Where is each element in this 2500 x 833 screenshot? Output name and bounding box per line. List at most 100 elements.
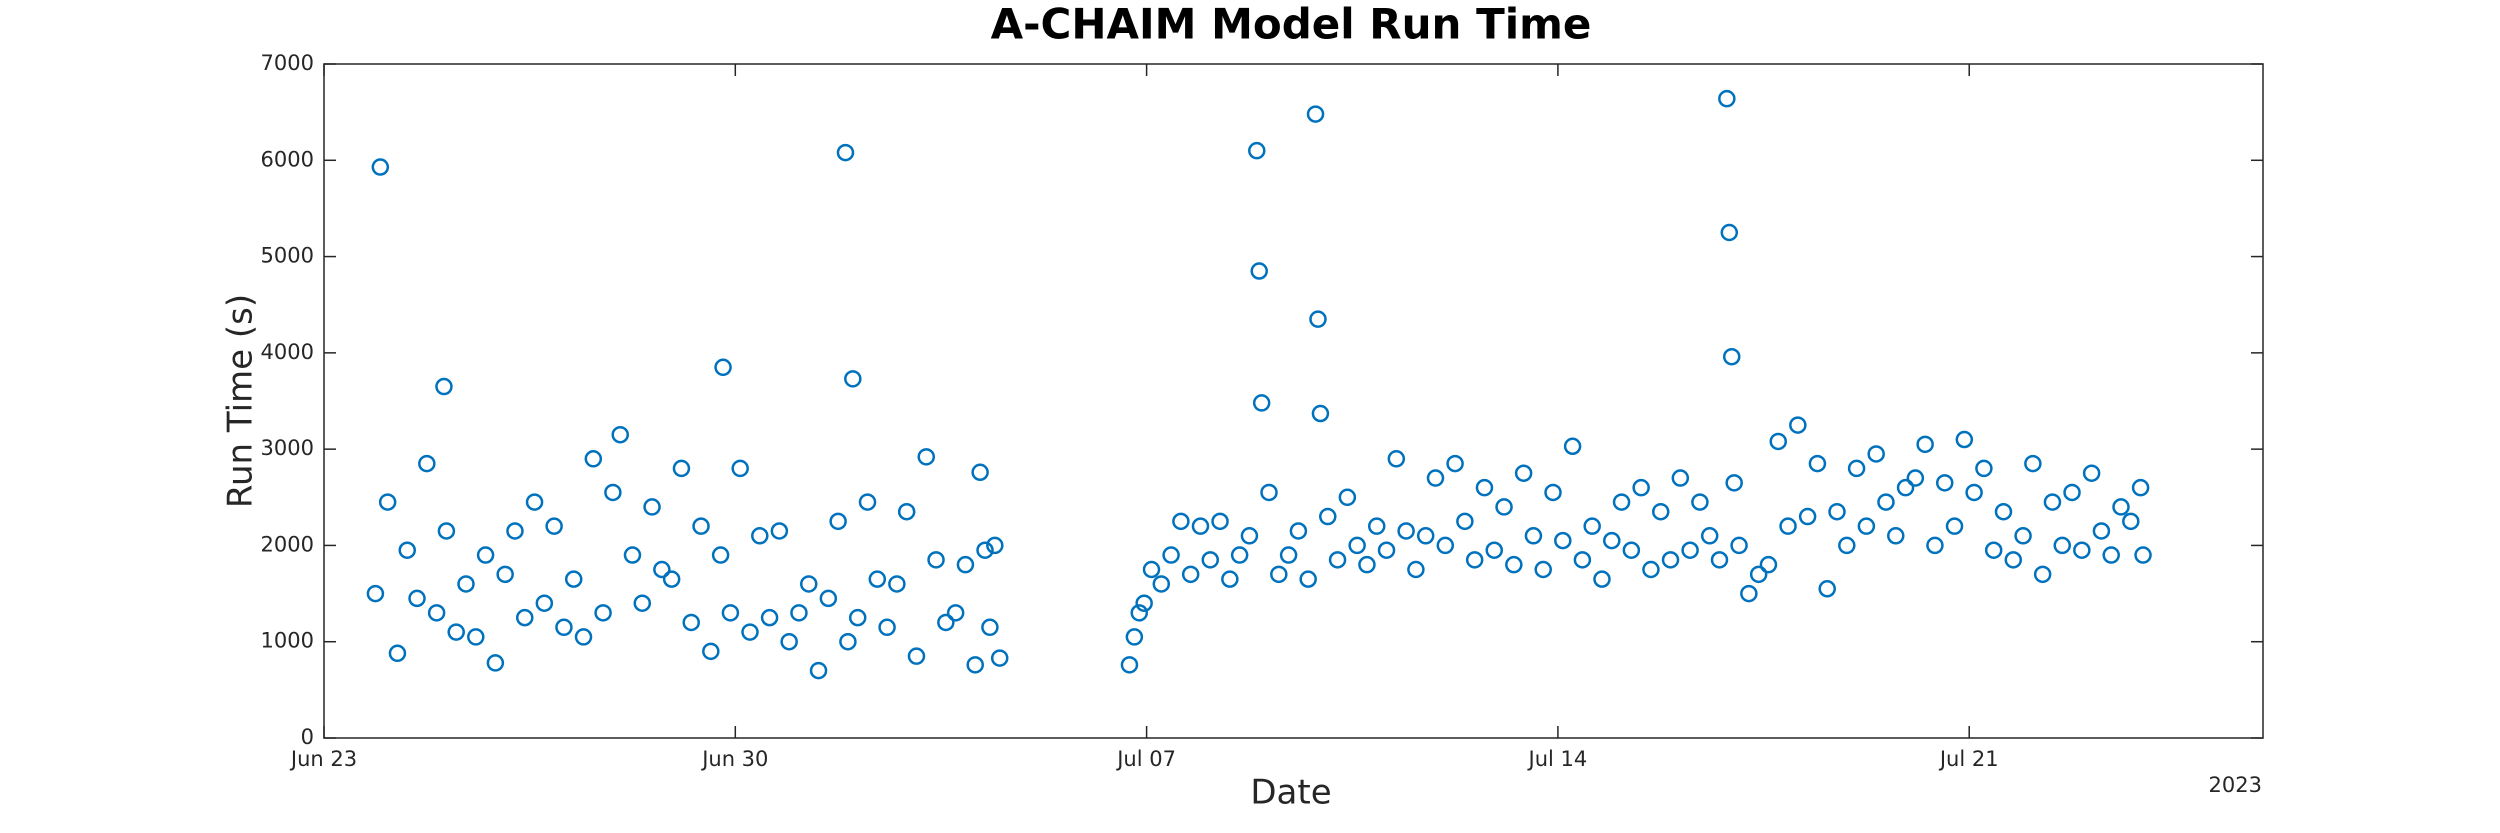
data-point: [555, 618, 573, 637]
data-point: [1671, 469, 1690, 487]
data-point: [2134, 546, 2152, 564]
data-point: [1945, 517, 1964, 535]
data-point: [907, 647, 926, 665]
data-point: [917, 448, 936, 466]
data-point: [844, 370, 862, 388]
x-axis-label: Date: [1250, 773, 1331, 813]
data-point: [1593, 570, 1611, 588]
data-point: [2004, 551, 2023, 569]
data-point: [2102, 546, 2120, 564]
data-point: [2053, 536, 2071, 555]
data-point: [633, 594, 652, 612]
data-point: [653, 560, 671, 579]
data-point: [1642, 560, 1660, 579]
data-point: [1260, 483, 1278, 502]
data-point: [1252, 394, 1271, 412]
data-point: [2024, 454, 2042, 473]
data-point: [418, 454, 436, 473]
data-point: [1749, 565, 1768, 584]
y-axis-label: Run Time (s): [221, 294, 261, 508]
data-point: [1181, 565, 1200, 584]
data-point: [829, 512, 847, 531]
data-point: [408, 589, 426, 608]
data-point: [1446, 454, 1464, 473]
data-point: [1279, 546, 1298, 564]
data-point: [751, 527, 769, 545]
data-point: [1965, 483, 1983, 502]
data-point: [1955, 430, 1974, 449]
data-point: [1926, 536, 1944, 555]
data-point: [1544, 483, 1562, 502]
data-point: [1191, 517, 1210, 535]
data-point: [378, 493, 397, 511]
data-point: [1563, 437, 1582, 456]
data-point: [800, 575, 818, 593]
data-point: [1759, 555, 1778, 574]
data-point: [574, 628, 593, 646]
data-point: [1465, 551, 1484, 569]
data-point: [839, 632, 857, 651]
data-point: [927, 551, 945, 569]
y-tick-label: 6000: [261, 147, 314, 171]
data-point: [1426, 469, 1445, 487]
data-point: [545, 517, 563, 535]
data-point: [2122, 512, 2140, 531]
data-point: [371, 158, 390, 176]
data-point: [435, 377, 453, 396]
y-tick-label: 7000: [261, 51, 314, 75]
data-point: [2092, 522, 2111, 540]
data-point: [1201, 551, 1220, 569]
data-point: [1407, 560, 1425, 579]
data-point: [1896, 478, 1915, 497]
x-tick-label: Jul 21: [1938, 747, 1999, 771]
data-point: [1250, 262, 1268, 280]
data-point: [611, 425, 629, 444]
data-point: [594, 604, 612, 622]
data-point: [848, 608, 867, 627]
data-point: [1994, 502, 2013, 521]
data-point: [1319, 507, 1337, 526]
data-point: [1456, 512, 1474, 531]
data-point: [457, 575, 475, 593]
data-point: [2073, 541, 2091, 559]
data-point: [888, 575, 906, 593]
data-point: [2033, 565, 2052, 584]
data-point: [692, 517, 710, 535]
data-point: [1505, 555, 1523, 574]
y-tick-label: 1000: [261, 629, 314, 653]
data-point: [946, 604, 965, 622]
data-point: [1299, 570, 1317, 588]
data-point: [1906, 469, 1925, 487]
data-point: [1935, 474, 1954, 492]
data-point: [981, 618, 999, 637]
data-point: [1152, 575, 1171, 593]
data-point: [1612, 493, 1631, 511]
x-secondary-label: 2023: [2209, 773, 2262, 797]
data-point: [1722, 347, 1741, 366]
data-point: [1651, 502, 1670, 521]
y-tick-label: 2000: [261, 532, 314, 556]
data-point: [1700, 527, 1719, 545]
data-point: [741, 623, 759, 641]
data-point: [1818, 580, 1836, 598]
data-point: [1718, 89, 1736, 108]
data-point: [682, 613, 700, 632]
data-point: [878, 618, 896, 637]
data-point: [1142, 560, 1161, 579]
data-point: [1309, 310, 1327, 328]
data-point: [1524, 527, 1543, 545]
data-point: [1769, 432, 1787, 451]
data-point: [486, 654, 505, 672]
data-point: [1221, 570, 1239, 588]
data-point: [1125, 628, 1144, 646]
data-point: [437, 522, 456, 540]
data-point: [1603, 531, 1621, 550]
data-point: [1867, 445, 1885, 463]
data-point: [1135, 594, 1153, 612]
data-point: [604, 483, 622, 502]
data-point: [1485, 541, 1504, 559]
data-point: [1984, 541, 2003, 559]
data-point: [976, 541, 994, 559]
data-point: [535, 594, 554, 612]
